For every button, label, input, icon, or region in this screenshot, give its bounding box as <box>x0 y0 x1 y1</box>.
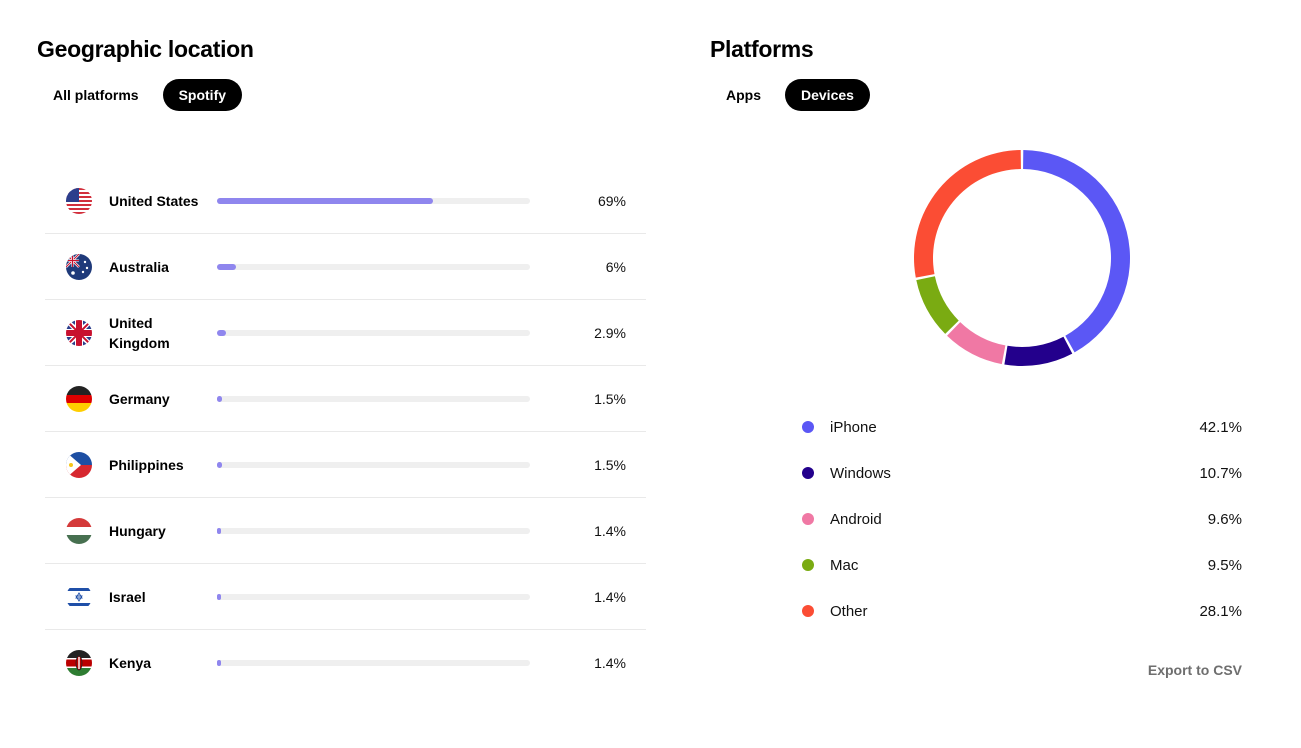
country-row: Philippines 1.5% <box>45 432 646 498</box>
export-csv-button[interactable]: Export to CSV <box>1147 662 1242 678</box>
donut-slice-windows[interactable] <box>1004 336 1073 366</box>
hungary-flag-icon <box>66 518 92 544</box>
donut-slice-other[interactable] <box>914 150 1021 278</box>
legend-dot <box>802 467 814 479</box>
country-row: United States 69% <box>45 168 646 234</box>
country-bar-track <box>217 330 530 336</box>
devices-donut-chart <box>910 146 1134 370</box>
country-bar-fill <box>217 198 433 204</box>
country-percent: 1.4% <box>594 588 626 605</box>
country-name: Germany <box>109 390 170 407</box>
country-bar-track <box>217 198 530 204</box>
germany-flag-icon <box>66 386 92 412</box>
country-bar-fill <box>217 330 226 336</box>
tab-apps[interactable]: Apps <box>726 87 761 103</box>
country-percent: 1.5% <box>594 390 626 407</box>
country-bar-track <box>217 660 530 666</box>
legend-label: iPhone <box>830 418 877 436</box>
country-bar-track <box>217 264 530 270</box>
legend-dot <box>802 559 814 571</box>
legend-value: 9.5% <box>1207 556 1242 574</box>
country-name: United States <box>109 192 199 209</box>
country-percent: 1.5% <box>594 456 626 473</box>
country-row: Australia 6% <box>45 234 646 300</box>
country-name: Philippines <box>109 456 184 473</box>
legend-label: Other <box>830 602 868 620</box>
geo-tabs: All platforms Spotify <box>37 79 243 111</box>
tab-devices[interactable]: Devices <box>785 79 870 111</box>
country-row: Kenya 1.4% <box>45 630 646 696</box>
country-percent: 2.9% <box>594 324 626 341</box>
legend-dot <box>802 513 814 525</box>
country-name: Israel <box>109 588 146 605</box>
country-name: Kenya <box>109 655 152 671</box>
platforms-title: Platforms <box>710 36 814 62</box>
country-percent: 1.4% <box>594 522 626 539</box>
legend-value: 9.6% <box>1207 510 1242 528</box>
legend-value: 42.1% <box>1199 418 1242 436</box>
legend-dot <box>802 421 814 433</box>
donut-svg <box>914 150 1130 366</box>
legend-item-iphone: iPhone 42.1% <box>802 404 1242 450</box>
country-bar-track <box>217 462 530 468</box>
uk-flag-icon <box>66 320 92 346</box>
country-row: United Kingdom 2.9% <box>45 300 646 366</box>
country-row: Germany 1.5% <box>45 366 646 432</box>
philippines-flag-icon <box>66 452 92 478</box>
tab-all-platforms[interactable]: All platforms <box>53 87 139 103</box>
devices-legend: iPhone 42.1% Windows 10.7% Android 9.6% Mac 9.5… <box>802 404 1242 634</box>
donut-slice-mac[interactable] <box>916 276 959 334</box>
country-percent: 6% <box>605 258 626 275</box>
donut-slice-android[interactable] <box>947 322 1006 365</box>
legend-label: Mac <box>830 556 859 574</box>
country-bar-fill <box>217 594 221 600</box>
geographic-location-title: Geographic location <box>37 36 254 62</box>
kenya-flag-icon <box>66 650 92 676</box>
country-percent: 1.4% <box>594 655 626 671</box>
country-bar-track <box>217 396 530 402</box>
tab-spotify[interactable]: Spotify <box>162 79 243 111</box>
legend-item-android: Android 9.6% <box>802 496 1242 542</box>
legend-item-windows: Windows 10.7% <box>802 450 1242 496</box>
country-name: Hungary <box>109 522 166 539</box>
country-bar-track <box>217 528 530 534</box>
country-name: Australia <box>109 258 169 275</box>
country-name: United Kingdom <box>109 314 170 351</box>
country-row: Hungary 1.4% <box>45 498 646 564</box>
country-bar-fill <box>217 462 222 468</box>
legend-value: 10.7% <box>1199 464 1242 482</box>
us-flag-icon <box>66 188 92 214</box>
country-bar-fill <box>217 264 236 270</box>
country-row: Israel 1.4% <box>45 564 646 630</box>
legend-item-mac: Mac 9.5% <box>802 542 1242 588</box>
donut-slice-iphone[interactable] <box>1023 150 1130 353</box>
legend-dot <box>802 605 814 617</box>
platform-tabs: Apps Devices <box>710 79 870 111</box>
country-bar-fill <box>217 396 222 402</box>
country-percent: 69% <box>597 192 626 209</box>
israel-flag-icon <box>66 584 92 610</box>
country-bar-fill <box>217 528 221 534</box>
country-bar-track <box>217 594 530 600</box>
country-list: United States 69% Australia 6% United Kingdo… <box>45 168 646 696</box>
legend-label: Windows <box>830 464 891 482</box>
legend-item-other: Other 28.1% <box>802 588 1242 634</box>
country-bar-fill <box>217 660 221 666</box>
legend-value: 28.1% <box>1199 602 1242 620</box>
australia-flag-icon <box>66 254 92 280</box>
legend-label: Android <box>830 510 882 528</box>
